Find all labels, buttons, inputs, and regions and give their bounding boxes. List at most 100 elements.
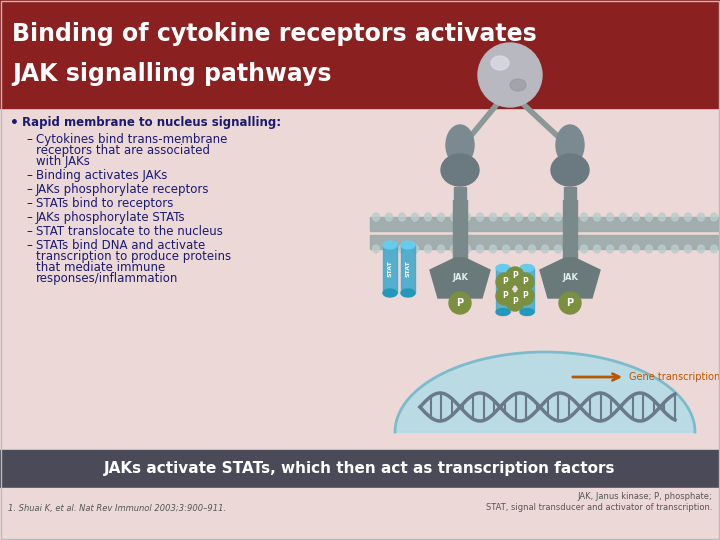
Ellipse shape [412, 245, 418, 253]
Ellipse shape [438, 213, 444, 221]
Ellipse shape [593, 245, 600, 253]
Text: JAK: JAK [452, 273, 468, 281]
Bar [401, 245, 415, 293]
Text: JAKs phosphorylate receptors: JAKs phosphorylate receptors [36, 183, 210, 196]
Text: Binding activates JAKs: Binding activates JAKs [36, 169, 167, 182]
Ellipse shape [496, 308, 510, 315]
Ellipse shape [632, 245, 639, 253]
Text: –: – [26, 211, 32, 224]
Ellipse shape [685, 245, 691, 253]
Bar [453, 200, 467, 260]
Ellipse shape [477, 213, 484, 221]
Ellipse shape [593, 213, 600, 221]
Ellipse shape [451, 213, 457, 221]
Ellipse shape [510, 79, 526, 91]
Circle shape [478, 43, 542, 107]
Ellipse shape [401, 241, 415, 249]
Ellipse shape [606, 245, 613, 253]
Bar [496, 268, 510, 312]
Text: JAK signalling pathways: JAK signalling pathways [12, 62, 331, 86]
Text: Cytokines bind trans-membrane: Cytokines bind trans-membrane [36, 133, 228, 146]
Text: STAT: STAT [405, 261, 410, 278]
Ellipse shape [659, 245, 665, 253]
Ellipse shape [520, 308, 534, 315]
Text: receptors that are associated: receptors that are associated [36, 144, 210, 157]
Text: P: P [502, 292, 508, 300]
Text: –: – [26, 225, 32, 238]
Ellipse shape [464, 213, 470, 221]
Text: P: P [502, 278, 508, 287]
Ellipse shape [503, 245, 510, 253]
Ellipse shape [646, 213, 652, 221]
Ellipse shape [711, 213, 718, 221]
Ellipse shape [567, 213, 575, 221]
Bar [520, 268, 534, 312]
Ellipse shape [556, 125, 584, 165]
Ellipse shape [672, 213, 678, 221]
Ellipse shape [619, 245, 626, 253]
Text: with JAKs: with JAKs [36, 155, 90, 168]
Bar [563, 200, 577, 260]
Ellipse shape [567, 245, 575, 253]
Polygon shape [395, 352, 695, 432]
Text: transcription to produce proteins: transcription to produce proteins [36, 250, 231, 263]
Text: JAK: JAK [562, 273, 578, 281]
Ellipse shape [438, 245, 444, 253]
Text: Rapid membrane to nucleus signalling:: Rapid membrane to nucleus signalling: [22, 116, 281, 129]
Ellipse shape [425, 213, 431, 221]
Ellipse shape [528, 213, 536, 221]
Text: JAKs phosphorylate STATs: JAKs phosphorylate STATs [36, 211, 186, 224]
Ellipse shape [401, 289, 415, 297]
Circle shape [516, 273, 534, 291]
Ellipse shape [446, 125, 474, 165]
Ellipse shape [711, 245, 718, 253]
Text: P: P [512, 298, 518, 307]
Circle shape [496, 273, 514, 291]
Ellipse shape [451, 245, 457, 253]
Circle shape [496, 287, 514, 305]
Ellipse shape [441, 154, 479, 186]
Ellipse shape [503, 213, 510, 221]
Ellipse shape [554, 245, 562, 253]
Text: JAK, Janus kinase; P, phosphate;
STAT, signal transducer and activator of transc: JAK, Janus kinase; P, phosphate; STAT, s… [485, 492, 712, 512]
Ellipse shape [490, 245, 497, 253]
Ellipse shape [398, 213, 405, 221]
Text: P: P [522, 292, 528, 300]
Circle shape [516, 287, 534, 305]
Ellipse shape [580, 245, 588, 253]
Ellipse shape [541, 245, 549, 253]
Ellipse shape [606, 213, 613, 221]
Ellipse shape [672, 245, 678, 253]
Ellipse shape [496, 265, 510, 272]
Bar [383, 245, 397, 293]
Ellipse shape [425, 245, 431, 253]
Polygon shape [430, 258, 490, 298]
Ellipse shape [383, 241, 397, 249]
Ellipse shape [520, 265, 534, 272]
Circle shape [506, 293, 524, 311]
Ellipse shape [516, 245, 523, 253]
Ellipse shape [385, 213, 392, 221]
Ellipse shape [528, 245, 536, 253]
Text: –: – [26, 169, 32, 182]
Text: Binding of cytokine receptors activates: Binding of cytokine receptors activates [12, 22, 536, 46]
Ellipse shape [551, 154, 589, 186]
Ellipse shape [464, 245, 470, 253]
Ellipse shape [491, 56, 509, 70]
Ellipse shape [383, 289, 397, 297]
Text: STATs bind DNA and activate: STATs bind DNA and activate [36, 239, 205, 252]
Bar [0, 450, 720, 488]
Bar [0, 488, 720, 540]
Bar [564, 187, 576, 217]
Ellipse shape [477, 245, 484, 253]
Ellipse shape [698, 245, 704, 253]
Text: responses/inflammation: responses/inflammation [36, 272, 179, 285]
Ellipse shape [385, 245, 392, 253]
Ellipse shape [398, 245, 405, 253]
Ellipse shape [412, 213, 418, 221]
Circle shape [559, 292, 581, 314]
Ellipse shape [490, 213, 497, 221]
Ellipse shape [372, 245, 379, 253]
Ellipse shape [580, 213, 588, 221]
Ellipse shape [685, 213, 691, 221]
